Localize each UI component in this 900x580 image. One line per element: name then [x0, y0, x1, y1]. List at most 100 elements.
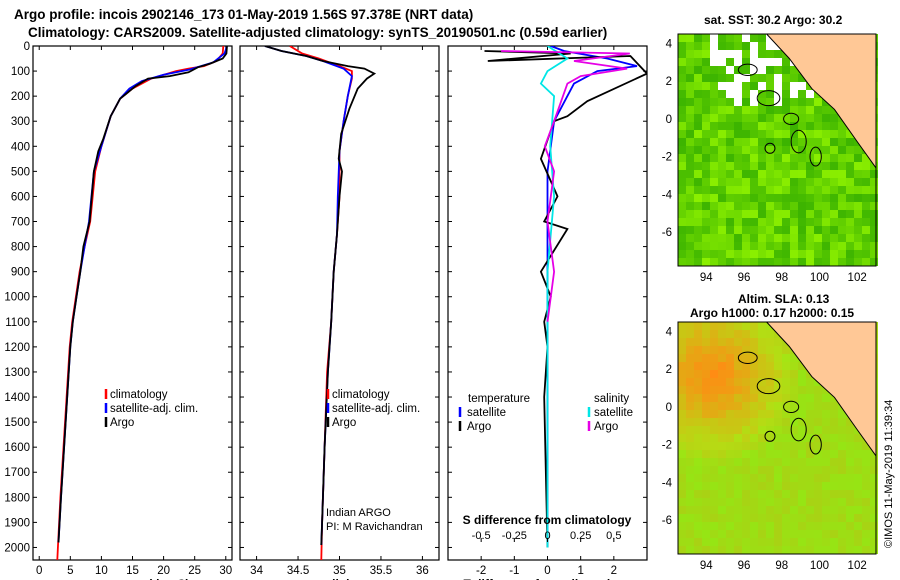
map-cell: [870, 258, 878, 266]
map-cell: [838, 258, 846, 266]
map-cell: [862, 442, 870, 450]
y-tick-label: 800: [11, 242, 30, 254]
map-cell: [814, 466, 822, 474]
map-cell: [766, 50, 774, 58]
map-cell: [742, 546, 750, 554]
map-cell: [798, 258, 806, 266]
map-cell: [718, 330, 726, 338]
map-cell: [774, 458, 782, 466]
map-cell: [734, 434, 742, 442]
map-cell: [750, 82, 758, 90]
map-cell: [710, 58, 718, 66]
map-cell: [694, 202, 702, 210]
map-cell: [718, 162, 726, 170]
map-cell: [710, 338, 718, 346]
map-cell: [718, 138, 726, 146]
map-cell: [766, 362, 774, 370]
map-cell: [782, 370, 790, 378]
map-cell: [678, 74, 686, 82]
map-cell: [750, 418, 758, 426]
map-cell: [814, 490, 822, 498]
map-cell: [702, 354, 710, 362]
map-cell: [742, 410, 750, 418]
map-cell: [734, 426, 742, 434]
map-cell: [798, 362, 806, 370]
map-cell: [750, 378, 758, 386]
map-cell: [838, 458, 846, 466]
map-cell: [694, 490, 702, 498]
map-cell: [758, 458, 766, 466]
map-cell: [742, 322, 750, 330]
map-cell: [710, 522, 718, 530]
map-cell: [750, 178, 758, 186]
map-cell: [758, 538, 766, 546]
map-cell: [758, 250, 766, 258]
map-cell: [694, 122, 702, 130]
map-cell: [702, 250, 710, 258]
map-cell: [726, 234, 734, 242]
map-cell: [678, 378, 686, 386]
map-cell: [750, 546, 758, 554]
map-cell: [822, 186, 830, 194]
map-cell: [678, 346, 686, 354]
map-cell: [702, 402, 710, 410]
map-cell: [782, 546, 790, 554]
map-cell: [686, 498, 694, 506]
map-cell: [758, 122, 766, 130]
map-cell: [766, 426, 774, 434]
map-cell: [870, 210, 878, 218]
map-cell: [854, 538, 862, 546]
map-cell: [782, 138, 790, 146]
map-cell: [710, 410, 718, 418]
map-cell: [798, 250, 806, 258]
map-cell: [830, 450, 838, 458]
map-cell: [734, 506, 742, 514]
map-cell: [806, 98, 814, 106]
map-cell: [870, 178, 878, 186]
map-cell: [726, 130, 734, 138]
island-outline: [737, 351, 758, 364]
map-cell: [806, 178, 814, 186]
map-cell: [702, 546, 710, 554]
map-cell: [758, 346, 766, 354]
map-cell: [790, 130, 798, 138]
map-cell: [678, 530, 686, 538]
map-cell: [686, 186, 694, 194]
x-tick-label: 2: [611, 565, 617, 577]
map-cell: [718, 98, 726, 106]
map-cell: [694, 74, 702, 82]
map-cell: [758, 482, 766, 490]
map-cell: [766, 258, 774, 266]
map-x-tick-label: 96: [738, 560, 751, 572]
map-cell: [814, 234, 822, 242]
map-cell: [806, 514, 814, 522]
map-cell: [766, 138, 774, 146]
map-cell: [702, 426, 710, 434]
map-cell: [790, 394, 798, 402]
map-cell: [806, 170, 814, 178]
map-y-tick-label: -2: [662, 152, 672, 164]
map-cell: [750, 522, 758, 530]
map-cell: [694, 458, 702, 466]
map-cell: [814, 498, 822, 506]
map-cell: [734, 234, 742, 242]
map-cell: [798, 186, 806, 194]
map-cell: [806, 490, 814, 498]
map-cell: [726, 170, 734, 178]
map-cell: [854, 466, 862, 474]
map-cell: [742, 154, 750, 162]
map-cell: [838, 194, 846, 202]
map-cell: [710, 330, 718, 338]
map-cell: [750, 170, 758, 178]
map-cell: [718, 242, 726, 250]
map-cell: [678, 490, 686, 498]
map-cell: [846, 466, 854, 474]
map-cell: [678, 330, 686, 338]
map-cell: [710, 402, 718, 410]
map-cell: [758, 50, 766, 58]
map-cell: [742, 66, 750, 74]
map-cell: [806, 530, 814, 538]
x-tick-label: 5: [67, 565, 73, 577]
map-cell: [758, 474, 766, 482]
